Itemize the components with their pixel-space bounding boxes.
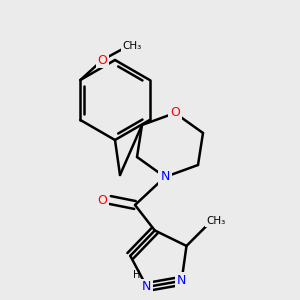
Text: O: O: [97, 194, 107, 206]
Text: N: N: [142, 280, 152, 293]
Text: N: N: [177, 274, 186, 287]
Text: O: O: [98, 53, 107, 67]
Text: N: N: [160, 170, 170, 184]
Text: CH₃: CH₃: [123, 41, 142, 51]
Text: CH₃: CH₃: [207, 216, 226, 226]
Text: O: O: [170, 106, 180, 119]
Text: H: H: [133, 270, 140, 280]
